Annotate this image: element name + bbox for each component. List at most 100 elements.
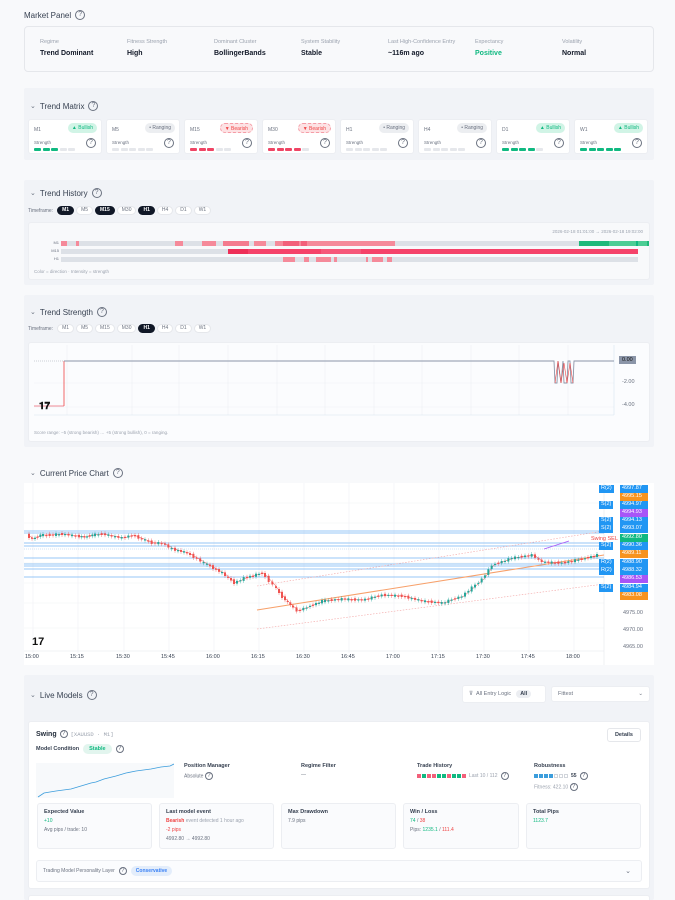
details-button[interactable]: Details xyxy=(606,728,641,742)
trend-strength-header[interactable]: ⌄ Trend Strength ? xyxy=(30,307,107,317)
level-price: 4983.08 xyxy=(620,592,648,600)
trend-matrix-header[interactable]: ⌄ Trend Matrix ? xyxy=(30,101,99,111)
value: Absolute xyxy=(184,773,204,780)
timeframe-pill-m1[interactable]: M1 xyxy=(57,324,75,333)
strength-segment xyxy=(276,148,284,151)
model-title-row: Swing ? [XAUUSD · M1] xyxy=(36,730,114,738)
trade-dot xyxy=(422,774,426,778)
trade-history: Trade History Last 10 / 112 ? xyxy=(417,763,509,780)
help-icon[interactable]: ? xyxy=(91,188,102,198)
pips-win: 1235.1 xyxy=(422,827,438,833)
help-icon[interactable]: ? xyxy=(320,138,330,148)
sort-select[interactable]: Fittest ⌄ xyxy=(551,686,650,702)
x-label: 15:45 xyxy=(161,654,175,660)
timeframe-pill-h1[interactable]: H1 xyxy=(138,324,155,333)
personality-layer-row[interactable]: Trading Model Personality Layer ? Conser… xyxy=(36,860,642,882)
chevron-down-icon[interactable]: ⌄ xyxy=(30,470,36,477)
help-icon[interactable]: ? xyxy=(118,867,127,875)
help-icon[interactable]: ? xyxy=(164,138,174,148)
market-panel-header: Market Panel ? xyxy=(24,10,86,20)
heatmap-row-h1 xyxy=(61,257,638,262)
label: Regime Filter xyxy=(301,763,336,769)
entry-logic-filter[interactable]: ⊽ All Entry Logic All xyxy=(462,685,546,703)
row-label-h1: H1 xyxy=(53,256,59,261)
help-icon[interactable]: ? xyxy=(75,10,86,20)
x-label: 16:15 xyxy=(251,654,265,660)
help-icon[interactable]: ? xyxy=(500,772,509,780)
help-icon[interactable]: ? xyxy=(632,138,642,148)
help-icon[interactable]: ? xyxy=(476,138,486,148)
price-chart-header[interactable]: ⌄ Current Price Chart ? xyxy=(30,468,123,478)
timeframe-pill-w1[interactable]: W1 xyxy=(193,206,212,215)
filter-label: All Entry Logic xyxy=(476,691,512,697)
chevron-down-icon[interactable]: ⌄ xyxy=(30,103,36,110)
value: — xyxy=(301,772,306,778)
help-icon[interactable]: ? xyxy=(398,138,408,148)
strength-segment xyxy=(510,148,518,151)
strength-segment xyxy=(346,148,353,151)
timeframe-pill-m5[interactable]: M5 xyxy=(76,324,94,333)
trend-matrix-title: Trend Matrix xyxy=(39,101,85,111)
level-price: 4988.90 xyxy=(620,559,648,567)
help-icon[interactable]: ? xyxy=(569,783,578,791)
strength-segment xyxy=(380,148,387,151)
timeframe-pill-m1[interactable]: M1 xyxy=(57,206,75,215)
strength-segment xyxy=(198,148,206,151)
timeframe-label: M30 xyxy=(268,127,278,133)
max-drawdown-card: Max Drawdown 7.9 pips xyxy=(281,803,396,849)
trend-badge: ▼ Bearish xyxy=(297,123,331,133)
timeframe-pill-d1[interactable]: D1 xyxy=(175,324,192,333)
timeframe-pill-m30[interactable]: M30 xyxy=(116,324,137,333)
strength-segment xyxy=(354,148,362,151)
trend-history-timeframes: Timeframe: M1 M5 M15 M30 H1 H4 D1 W1 xyxy=(28,206,212,215)
help-icon[interactable]: ? xyxy=(86,690,97,700)
timeframe-pill-m30[interactable]: M30 xyxy=(116,206,137,215)
help-icon[interactable]: ? xyxy=(59,730,68,738)
timeframe-pill-w1[interactable]: W1 xyxy=(193,324,212,333)
timeframe-pill-h4[interactable]: H4 xyxy=(156,206,174,215)
pips-label: Pips: xyxy=(410,827,423,833)
chevron-down-icon[interactable]: ⌄ xyxy=(30,309,36,316)
help-icon[interactable]: ? xyxy=(242,138,252,148)
trade-dot xyxy=(452,774,456,778)
strength-bar xyxy=(112,148,153,151)
timeframe-pill-d1[interactable]: D1 xyxy=(175,206,192,215)
label: Last High-Confidence Entry xyxy=(388,39,456,45)
position-manager: Position Manager Absolute ? xyxy=(184,763,230,780)
market-fitness-strength: Fitness Strength High xyxy=(127,39,167,57)
timeframe-pill-h4[interactable]: H4 xyxy=(156,324,174,333)
timeframe-pill-m15[interactable]: M15 xyxy=(95,206,115,215)
help-icon[interactable]: ? xyxy=(86,138,96,148)
chevron-down-icon[interactable]: ⌄ xyxy=(625,868,631,875)
live-models-header[interactable]: ⌄ Live Models ? xyxy=(30,690,97,700)
help-icon[interactable]: ? xyxy=(115,745,124,753)
level-tag: S(2) xyxy=(599,542,614,550)
robustness-dot xyxy=(564,774,568,778)
trade-count: Last 10 / 112 xyxy=(469,773,498,779)
help-icon[interactable]: ? xyxy=(96,307,107,317)
market-expectancy: Expectancy Positive xyxy=(475,39,503,57)
y-label: 4975.00 xyxy=(623,610,643,616)
trend-history-header[interactable]: ⌄ Trend History ? xyxy=(30,188,102,198)
drawdown-value: 7.9 pips xyxy=(288,818,306,824)
help-icon[interactable]: ? xyxy=(579,772,588,780)
chevron-down-icon[interactable]: ⌄ xyxy=(30,190,36,197)
level-price: 4986.53 xyxy=(620,575,648,583)
timeframe-label: M1 xyxy=(34,127,41,133)
price-chart[interactable]: 17 Swing SEL 15:00 15:15 15:30 15:45 16:00 16… xyxy=(24,483,654,665)
trade-dot xyxy=(427,774,431,778)
chevron-down-icon[interactable]: ⌄ xyxy=(30,692,36,699)
strength-segment xyxy=(129,148,136,151)
help-icon[interactable]: ? xyxy=(112,468,123,478)
candlestick-chart[interactable]: 17 Swing SEL xyxy=(24,483,654,665)
x-label: 15:00 xyxy=(25,654,39,660)
card-title: Win / Loss xyxy=(410,809,438,815)
help-icon[interactable]: ? xyxy=(554,138,564,148)
help-icon[interactable]: ? xyxy=(88,101,99,111)
help-icon[interactable]: ? xyxy=(204,772,213,780)
timeframe-pill-m15[interactable]: M15 xyxy=(95,324,115,333)
timeframe-pill-h1[interactable]: H1 xyxy=(138,206,155,215)
label: Volatility xyxy=(562,39,583,45)
timeframe-pill-m5[interactable]: M5 xyxy=(76,206,94,215)
strength-segment xyxy=(449,148,457,151)
